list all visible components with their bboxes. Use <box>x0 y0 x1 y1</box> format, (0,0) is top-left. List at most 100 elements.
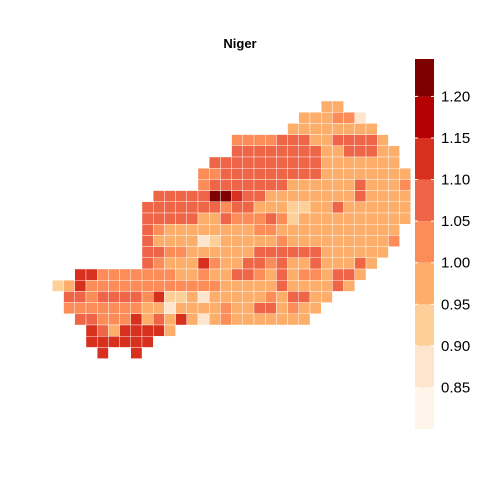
map-cell <box>365 179 378 191</box>
map-cell <box>231 134 244 147</box>
map-cell <box>220 235 232 247</box>
map-cell <box>220 280 232 292</box>
map-cell <box>365 201 378 214</box>
map-cell <box>343 246 356 259</box>
map-cell <box>298 257 311 270</box>
map-cell <box>74 313 87 326</box>
map-cell <box>152 313 165 326</box>
map-cell <box>220 291 232 303</box>
map-cell <box>186 268 199 281</box>
legend-bin <box>415 96 434 138</box>
map-cell <box>220 223 232 236</box>
map-cell <box>365 212 378 225</box>
map-cell <box>175 280 188 292</box>
map-cell <box>85 268 98 281</box>
legend-bin <box>415 221 434 263</box>
map-cell <box>332 201 344 214</box>
map-cell <box>332 179 344 191</box>
map-cell <box>253 313 266 326</box>
map-cell <box>175 257 188 270</box>
map-cell <box>343 134 356 147</box>
map-cell <box>220 313 232 326</box>
map-cell <box>354 167 367 180</box>
map-cell <box>309 280 322 292</box>
map-cell <box>332 223 344 236</box>
map-cell <box>186 223 199 236</box>
map-cell <box>253 145 266 158</box>
map-cell <box>231 257 244 270</box>
legend-bin <box>415 59 434 97</box>
map-cell <box>298 268 311 281</box>
map-cell <box>321 268 333 281</box>
map-cell <box>130 324 143 337</box>
map-cell <box>332 145 344 158</box>
map-cell <box>220 246 232 259</box>
map-cell <box>365 134 378 147</box>
map-grid <box>52 100 412 359</box>
map-cell <box>265 291 277 303</box>
map-cell <box>253 257 266 270</box>
map-cell <box>365 246 378 259</box>
map-cell <box>377 235 389 247</box>
map-cell <box>265 156 277 169</box>
map-cell <box>287 123 300 135</box>
map-cell <box>231 167 244 180</box>
map-cell <box>141 235 154 247</box>
map-cell <box>265 313 277 326</box>
map-cell <box>276 235 288 247</box>
map-cell <box>231 313 244 326</box>
map-cell <box>231 212 244 225</box>
map-cell <box>298 280 311 292</box>
map-cell <box>321 145 333 158</box>
map-cell <box>231 302 244 315</box>
map-cell <box>164 324 176 337</box>
map-cell <box>377 246 389 259</box>
map-cell <box>130 268 143 281</box>
map-cell <box>186 302 199 315</box>
map-cell <box>96 336 109 348</box>
color-legend: 0.85 0.90 0.95 1.00 1.05 1.10 1.15 1.20 <box>415 59 470 429</box>
map-cell <box>186 212 199 225</box>
map-cell <box>332 134 344 147</box>
map-cell <box>231 235 244 247</box>
map-cell <box>309 145 322 158</box>
map-cell <box>152 280 165 292</box>
map-cell <box>276 156 288 169</box>
map-cell <box>377 212 389 225</box>
map-cell <box>399 179 412 191</box>
map-cell <box>96 302 109 315</box>
legend-tick-label: 1.05 <box>441 213 470 230</box>
map-cell <box>253 268 266 281</box>
map-cell <box>309 179 322 191</box>
map-cell <box>298 201 311 214</box>
map-cell <box>208 280 221 292</box>
map-cell <box>242 257 255 270</box>
map-cell <box>287 246 300 259</box>
map-cell <box>108 291 120 303</box>
map-cell <box>231 190 244 203</box>
map-cell <box>220 179 232 191</box>
map-cell <box>175 313 188 326</box>
map-cell <box>388 190 400 203</box>
map-cell <box>276 179 288 191</box>
map-cell <box>309 123 322 135</box>
map-cell <box>242 179 255 191</box>
map-cell <box>276 212 288 225</box>
map-cell <box>265 145 277 158</box>
map-cell <box>119 302 131 315</box>
map-cell <box>164 302 176 315</box>
map-cell <box>298 302 311 315</box>
legend-tick-label: 0.95 <box>441 296 470 313</box>
map-cell <box>321 280 333 292</box>
map-cell <box>332 268 344 281</box>
map-cell <box>265 212 277 225</box>
map-cell <box>298 179 311 191</box>
map-cell <box>242 156 255 169</box>
map-cell <box>208 190 221 203</box>
map-cell <box>197 302 210 315</box>
map-cell <box>332 212 344 225</box>
map-cell <box>287 179 300 191</box>
map-cell <box>197 291 210 303</box>
map-cell <box>141 280 154 292</box>
map-cell <box>152 223 165 236</box>
